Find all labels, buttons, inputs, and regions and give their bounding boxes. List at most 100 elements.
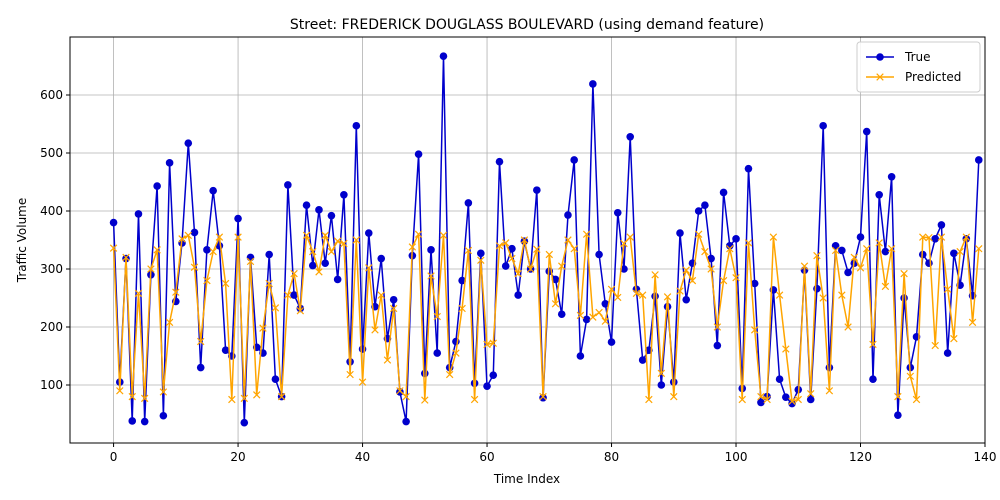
data-point [203,246,211,254]
data-point [912,395,921,404]
data-point [203,276,211,285]
data-point [887,244,896,253]
data-point [925,259,933,268]
data-point [638,291,647,299]
data-point [396,388,404,396]
data-point [595,308,603,317]
data-point [613,208,622,217]
data-point [389,295,398,304]
data-point [707,265,715,273]
data-point [533,245,541,254]
x-tick-label: 140 [974,450,997,464]
data-point [831,246,840,255]
data-point [763,395,771,404]
legend-marker [876,53,884,61]
data-point [844,268,852,277]
data-point [414,150,423,158]
data-point [732,273,740,282]
data-point [769,233,778,241]
data-point [159,388,168,396]
data-point [477,249,485,258]
data-point [452,349,460,357]
data-point [564,236,572,244]
data-point [483,382,491,390]
data-point [265,250,273,259]
data-point [651,292,659,301]
data-point [800,262,809,270]
plot-frame [69,36,986,444]
data-point [352,121,361,130]
data-point [165,318,174,327]
legend-box [856,41,981,93]
data-point [875,239,883,247]
data-point [464,199,473,207]
data-point [458,304,466,313]
data-point [514,291,522,299]
data-point [427,272,435,280]
data-point [869,375,877,384]
data-point [520,236,529,244]
data-point [607,285,616,294]
data-point [788,399,796,408]
data-point [259,324,267,332]
data-point [321,231,329,240]
data-point [838,246,846,255]
data-point [545,250,554,259]
data-point [433,312,441,321]
data-point [950,334,958,343]
data-point [277,392,286,401]
data-point [377,291,385,299]
data-point [290,291,298,299]
series-layer [109,52,983,427]
data-point [346,370,354,379]
x-tick-label: 60 [479,450,494,464]
data-point [302,201,311,209]
data-point [421,396,429,404]
data-point [657,381,666,389]
data-point [489,339,497,347]
series-predicted [109,230,983,405]
legend-label: True [904,50,931,64]
data-point [919,233,927,241]
data-point [196,337,205,346]
x-tick-label: 40 [355,450,370,464]
data-point [657,369,666,378]
data-point [340,190,348,199]
data-point [122,253,130,262]
data-point [694,207,703,215]
data-point [228,395,236,404]
data-point [620,265,628,273]
data-point [477,256,485,265]
data-point [533,186,541,194]
data-point [937,221,946,229]
data-point [601,317,610,325]
data-point [489,371,498,379]
data-point [744,164,753,173]
data-point [495,242,504,250]
data-point [184,231,192,240]
data-point [377,254,386,263]
y-axis-label: Traffic Volume [15,198,29,284]
data-point [153,182,161,190]
data-point [862,127,871,136]
data-point [315,206,323,214]
data-point [750,326,759,334]
data-point [140,417,149,426]
data-point [439,52,448,60]
data-point [589,313,597,321]
data-point [819,294,827,302]
data-point [682,266,690,274]
data-point [626,132,635,141]
data-point [153,246,161,254]
data-point [109,244,118,252]
data-point [340,239,348,248]
data-point [557,310,566,319]
data-point [943,285,952,294]
data-point [614,293,622,302]
data-point [159,411,168,420]
data-point [875,190,883,199]
data-point [134,289,143,298]
data-point [109,218,118,227]
y-tick-label: 500 [40,146,63,160]
